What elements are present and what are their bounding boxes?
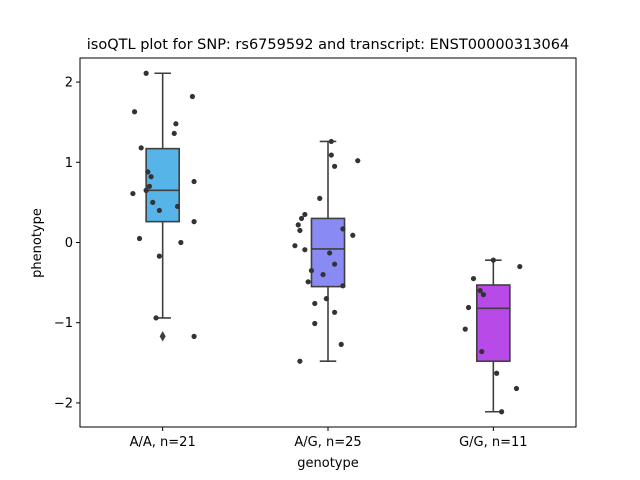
x-tick-label: A/A, n=21 <box>130 435 196 450</box>
data-point <box>191 333 197 339</box>
data-point <box>317 195 323 201</box>
data-point <box>150 199 156 205</box>
y-tick-label: 1 <box>65 156 73 171</box>
data-point <box>480 292 487 298</box>
chart-title: isoQTL plot for SNP: rs6759592 and trans… <box>87 37 569 53</box>
data-point <box>174 203 181 210</box>
data-point <box>189 93 196 100</box>
data-point <box>465 304 472 311</box>
data-point <box>462 326 468 332</box>
y-tick-label: −1 <box>54 316 73 331</box>
data-point <box>292 243 298 249</box>
y-tick-label: 2 <box>65 76 73 91</box>
data-point <box>130 190 136 197</box>
data-point <box>297 358 303 364</box>
box-3 <box>475 284 511 363</box>
y-axis-label: phenotype <box>30 208 45 278</box>
data-point <box>355 158 361 164</box>
data-point <box>136 235 143 242</box>
data-point <box>340 226 346 232</box>
data-point <box>499 409 505 415</box>
data-point <box>328 152 334 158</box>
data-point <box>517 263 523 270</box>
data-point <box>295 222 301 228</box>
data-point <box>156 253 162 259</box>
data-point <box>340 283 346 289</box>
data-point <box>320 271 326 278</box>
data-point <box>350 232 356 238</box>
data-point <box>143 70 149 76</box>
data-point <box>312 320 318 327</box>
data-point <box>178 239 184 246</box>
data-point <box>513 385 520 392</box>
data-point <box>332 261 338 267</box>
data-point <box>479 348 485 355</box>
data-point <box>131 109 138 115</box>
data-point <box>138 145 144 151</box>
data-point <box>494 370 500 376</box>
data-point <box>143 187 149 193</box>
data-point <box>305 279 311 285</box>
data-point <box>148 174 154 180</box>
data-point <box>191 178 197 185</box>
data-point <box>173 121 179 127</box>
data-point <box>308 267 315 274</box>
plot-area: 2 1 0 −1 −2 A/A, n=21 A/G, n=25 G/G, n=11 <box>54 57 577 450</box>
x-axis-label: genotype <box>297 456 358 471</box>
outlier-marker <box>159 331 166 342</box>
data-point <box>327 250 333 256</box>
data-point <box>298 215 305 222</box>
y-tick-label: −2 <box>54 396 73 411</box>
data-point <box>302 247 308 253</box>
x-tick-label: A/G, n=25 <box>294 435 361 450</box>
data-point <box>156 207 162 214</box>
data-point <box>171 130 177 137</box>
data-point <box>338 341 344 347</box>
data-point <box>146 183 153 189</box>
data-point <box>153 315 159 321</box>
y-tick-label: 0 <box>65 236 73 251</box>
data-point <box>312 300 318 307</box>
data-point <box>191 219 197 225</box>
data-point <box>328 138 334 145</box>
x-tick-label: G/G, n=11 <box>459 435 527 450</box>
data-point <box>490 257 496 263</box>
data-point <box>332 309 338 315</box>
data-point <box>477 288 483 294</box>
data-point <box>145 169 151 175</box>
data-point <box>302 211 308 218</box>
data-point <box>470 275 477 282</box>
data-point <box>297 227 303 234</box>
data-point <box>323 296 329 302</box>
data-point <box>332 163 338 169</box>
